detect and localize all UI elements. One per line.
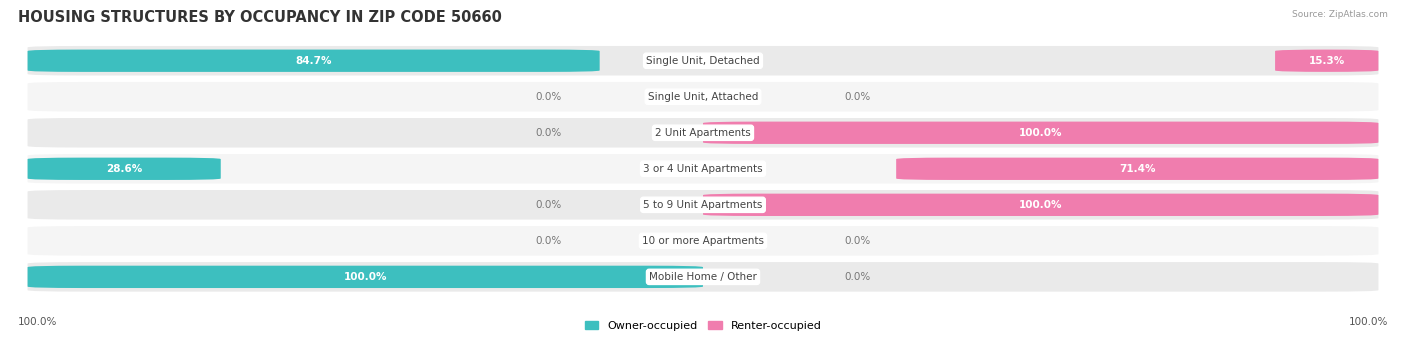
FancyBboxPatch shape: [28, 262, 1378, 292]
Text: 71.4%: 71.4%: [1119, 164, 1156, 174]
FancyBboxPatch shape: [28, 82, 1378, 112]
Text: Mobile Home / Other: Mobile Home / Other: [650, 272, 756, 282]
FancyBboxPatch shape: [703, 194, 1378, 216]
FancyBboxPatch shape: [28, 158, 221, 180]
Text: HOUSING STRUCTURES BY OCCUPANCY IN ZIP CODE 50660: HOUSING STRUCTURES BY OCCUPANCY IN ZIP C…: [18, 10, 502, 25]
Legend: Owner-occupied, Renter-occupied: Owner-occupied, Renter-occupied: [581, 316, 825, 336]
FancyBboxPatch shape: [28, 46, 1378, 75]
FancyBboxPatch shape: [896, 158, 1378, 180]
Text: 3 or 4 Unit Apartments: 3 or 4 Unit Apartments: [643, 164, 763, 174]
FancyBboxPatch shape: [28, 190, 1378, 220]
FancyBboxPatch shape: [28, 118, 1378, 148]
Text: 0.0%: 0.0%: [845, 236, 872, 246]
Text: Source: ZipAtlas.com: Source: ZipAtlas.com: [1292, 10, 1388, 19]
Text: 100.0%: 100.0%: [1348, 317, 1388, 327]
Text: 0.0%: 0.0%: [534, 92, 561, 102]
Text: 5 to 9 Unit Apartments: 5 to 9 Unit Apartments: [644, 200, 762, 210]
Text: 15.3%: 15.3%: [1309, 56, 1346, 66]
Text: 2 Unit Apartments: 2 Unit Apartments: [655, 128, 751, 138]
Text: 84.7%: 84.7%: [295, 56, 332, 66]
Text: Single Unit, Detached: Single Unit, Detached: [647, 56, 759, 66]
FancyBboxPatch shape: [28, 154, 1378, 183]
FancyBboxPatch shape: [703, 122, 1378, 144]
Text: 100.0%: 100.0%: [343, 272, 387, 282]
FancyBboxPatch shape: [28, 49, 600, 72]
Text: 28.6%: 28.6%: [105, 164, 142, 174]
Text: 0.0%: 0.0%: [534, 236, 561, 246]
Text: Single Unit, Attached: Single Unit, Attached: [648, 92, 758, 102]
Text: 100.0%: 100.0%: [1019, 128, 1063, 138]
Text: 0.0%: 0.0%: [534, 128, 561, 138]
Text: 100.0%: 100.0%: [18, 317, 58, 327]
Text: 10 or more Apartments: 10 or more Apartments: [643, 236, 763, 246]
Text: 0.0%: 0.0%: [845, 92, 872, 102]
FancyBboxPatch shape: [1275, 49, 1378, 72]
FancyBboxPatch shape: [28, 266, 703, 288]
Text: 0.0%: 0.0%: [845, 272, 872, 282]
FancyBboxPatch shape: [28, 226, 1378, 256]
Text: 0.0%: 0.0%: [534, 200, 561, 210]
Text: 100.0%: 100.0%: [1019, 200, 1063, 210]
